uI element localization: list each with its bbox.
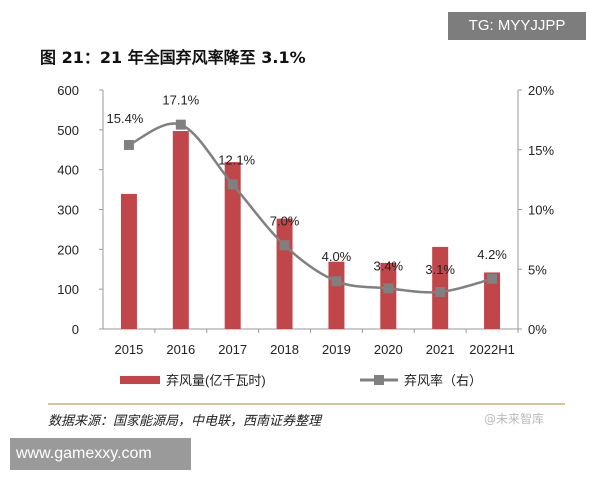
rate-label: 15.4% <box>107 111 144 126</box>
left-tick-label: 500 <box>57 123 79 138</box>
rate-marker-2017 <box>227 179 238 190</box>
rate-label: 3.1% <box>425 262 455 277</box>
legend-bar-swatch <box>120 376 160 384</box>
rate-marker-2020 <box>383 283 394 294</box>
bar-2022H1 <box>484 272 501 329</box>
watermark: @未来智库 <box>484 412 545 426</box>
x-tick-label: 2016 <box>166 342 195 357</box>
left-tick-label: 0 <box>72 322 79 337</box>
tg-watermark: TG: MYYJJPP <box>448 12 586 40</box>
rate-marker-2021 <box>435 286 446 297</box>
bar-2016 <box>172 131 189 329</box>
rate-label: 17.1% <box>162 93 199 108</box>
rate-label: 7.0% <box>270 213 300 228</box>
rate-marker-2016 <box>175 119 186 130</box>
right-tick-label: 15% <box>528 143 554 158</box>
legend-line-marker <box>374 375 384 385</box>
legend-bar-label: 弃风量(亿千瓦时) <box>166 373 266 388</box>
chart-title: 图 21：21 年全国弃风率降至 3.1% <box>40 48 306 67</box>
left-tick-label: 300 <box>57 203 79 218</box>
site-watermark: www.gamexxy.com <box>10 438 191 470</box>
rate-marker-2022H1 <box>487 273 498 284</box>
rate-label: 12.1% <box>218 152 255 167</box>
left-tick-label: 200 <box>57 242 79 257</box>
left-tick-label: 100 <box>57 282 79 297</box>
rate-label: 3.4% <box>373 258 403 273</box>
right-tick-label: 20% <box>528 83 554 98</box>
x-tick-label: 2021 <box>426 342 455 357</box>
rate-line <box>128 122 493 294</box>
x-tick-label: 2022H1 <box>469 342 515 357</box>
x-tick-label: 2020 <box>374 342 403 357</box>
rate-marker-2018 <box>279 240 290 251</box>
right-tick-label: 10% <box>528 203 554 218</box>
bar-2015 <box>120 193 137 329</box>
x-tick-label: 2015 <box>114 342 143 357</box>
source-note: 数据来源：国家能源局，中电联，西南证券整理 <box>48 414 322 429</box>
x-tick-label: 2019 <box>322 342 351 357</box>
legend-line-label: 弃风率（右） <box>404 373 482 388</box>
right-tick-label: 5% <box>528 262 547 277</box>
rate-label: 4.0% <box>322 249 352 264</box>
left-tick-label: 400 <box>57 163 79 178</box>
rate-label: 4.2% <box>477 247 507 262</box>
bar-2019 <box>328 261 345 329</box>
rate-marker-2015 <box>123 139 134 150</box>
x-tick-label: 2018 <box>270 342 299 357</box>
x-tick-label: 2017 <box>218 342 247 357</box>
bar-2018 <box>276 218 293 329</box>
bar-2020 <box>380 262 397 329</box>
rate-marker-2019 <box>331 276 342 287</box>
right-tick-label: 0% <box>528 322 547 337</box>
bar-2017 <box>224 162 241 329</box>
left-tick-label: 600 <box>57 83 79 98</box>
